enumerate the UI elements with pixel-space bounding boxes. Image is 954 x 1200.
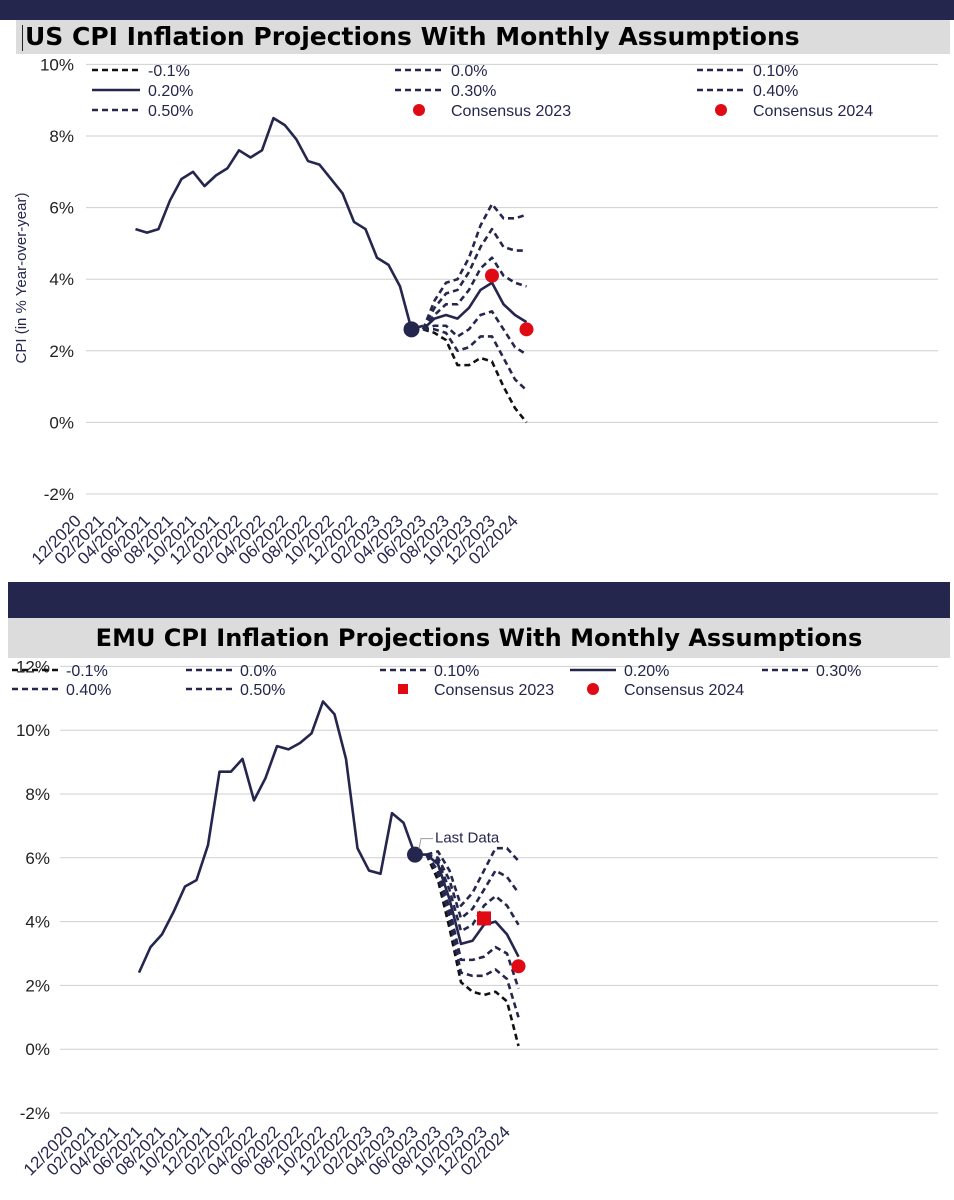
last-data-marker bbox=[407, 846, 423, 863]
legend-label: 0.50% bbox=[240, 682, 285, 699]
projection-line bbox=[421, 227, 527, 330]
legend-label: 0.20% bbox=[148, 83, 193, 100]
y-tick-label: 4% bbox=[49, 270, 74, 289]
us-chart-title: US CPI Inflation Projections With Monthl… bbox=[16, 20, 950, 54]
legend-label: Consensus 2023 bbox=[434, 682, 554, 699]
y-tick-label: 6% bbox=[25, 849, 50, 868]
legend-label: 0.40% bbox=[753, 83, 798, 100]
y-tick-label: -2% bbox=[44, 485, 74, 504]
text-cursor bbox=[22, 25, 23, 51]
y-tick-label: 10% bbox=[40, 56, 74, 74]
projection-line bbox=[423, 328, 528, 392]
projection-line bbox=[425, 853, 520, 933]
legend-marker bbox=[587, 683, 599, 695]
last-data-marker bbox=[403, 321, 420, 338]
y-axis-label: CPI (in % Year-over-year) bbox=[13, 193, 30, 364]
legend-label: 0.30% bbox=[816, 663, 861, 680]
y-tick-label: 0% bbox=[25, 1040, 50, 1059]
legend-marker bbox=[715, 104, 727, 116]
legend-label: 0.20% bbox=[624, 663, 669, 680]
annotation-leader bbox=[418, 838, 433, 849]
last-data-annotation: Last Data bbox=[435, 830, 500, 847]
consensus-marker bbox=[519, 322, 534, 337]
y-tick-label: 12% bbox=[16, 658, 50, 676]
legend-label: -0.1% bbox=[66, 663, 108, 680]
consensus-marker bbox=[477, 911, 491, 926]
y-tick-label: 2% bbox=[25, 976, 50, 995]
projection-line bbox=[425, 853, 520, 958]
emu-cpi-chart: -2%0%2%4%6%8%10%12%12/202002/202104/2021… bbox=[12, 658, 938, 1179]
legend-label: 0.10% bbox=[434, 663, 479, 680]
consensus-marker bbox=[485, 268, 499, 283]
y-tick-label: 8% bbox=[25, 785, 50, 804]
projection-line bbox=[426, 846, 520, 907]
legend-label: 0.40% bbox=[66, 682, 111, 699]
legend-label: Consensus 2024 bbox=[753, 103, 873, 120]
legend-marker bbox=[413, 104, 425, 116]
legend-label: 0.0% bbox=[451, 63, 487, 80]
projection-line bbox=[425, 853, 520, 989]
legend-marker bbox=[398, 684, 408, 694]
projection-line bbox=[422, 281, 528, 331]
us-cpi-chart: -2% 0% 2% 4% 6% 8% 10% CPI (in % Year-over-year… bbox=[13, 56, 938, 568]
legend-label: 0.0% bbox=[240, 663, 276, 680]
projection-line bbox=[425, 853, 520, 1018]
history-line bbox=[137, 700, 427, 974]
us-chart-title-text: US CPI Inflation Projections With Monthl… bbox=[25, 22, 800, 51]
y-tick-label: 10% bbox=[16, 721, 50, 740]
emu-chart-title: EMU CPI Inflation Projections With Month… bbox=[8, 618, 950, 658]
y-tick-label: 6% bbox=[49, 199, 74, 218]
legend-label: 0.30% bbox=[451, 83, 496, 100]
y-tick-label: 2% bbox=[49, 342, 74, 361]
y-tick-label: 0% bbox=[49, 413, 74, 432]
projection-line bbox=[421, 202, 527, 330]
projection-line bbox=[421, 256, 527, 331]
consensus-marker bbox=[511, 959, 526, 974]
history-line bbox=[135, 116, 424, 331]
projection-line bbox=[422, 328, 528, 424]
projection-line bbox=[425, 854, 520, 1047]
legend-label: -0.1% bbox=[148, 63, 190, 80]
legend-label: Consensus 2023 bbox=[451, 103, 571, 120]
projection-line bbox=[422, 310, 528, 356]
legend-label: 0.50% bbox=[148, 103, 193, 120]
y-tick-label: 4% bbox=[25, 913, 50, 932]
legend-label: Consensus 2024 bbox=[624, 682, 744, 699]
top-color-bar bbox=[0, 0, 954, 20]
legend-label: 0.10% bbox=[753, 63, 798, 80]
section-divider-bar bbox=[8, 582, 950, 618]
y-tick-label: -2% bbox=[20, 1104, 50, 1123]
projection-line bbox=[426, 853, 520, 920]
y-tick-label: 8% bbox=[49, 127, 74, 146]
